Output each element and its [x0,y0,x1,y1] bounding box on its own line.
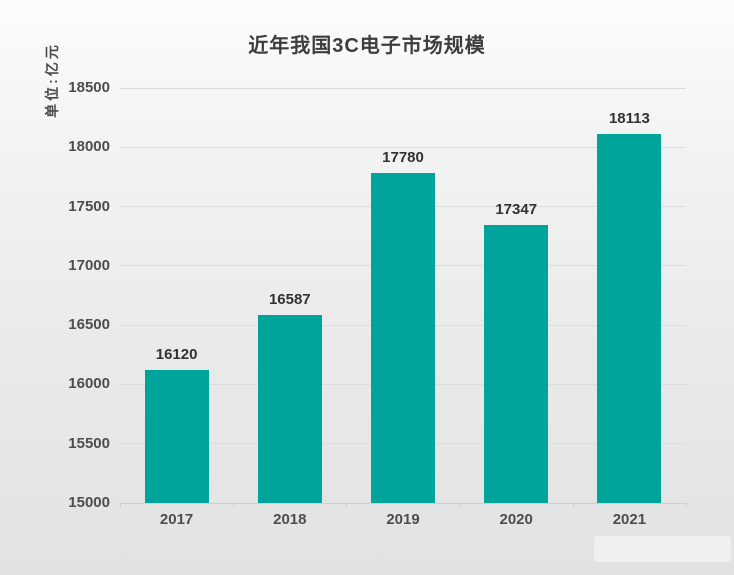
bar [597,133,662,503]
y-axis-tick-label: 16000 [68,375,110,393]
bar [144,370,209,503]
axis-tick [572,503,574,508]
bar [257,314,322,503]
y-axis-tick-label: 18000 [68,138,110,156]
y-axis-tick-label: 15500 [68,434,110,452]
axis-tick [233,503,235,508]
bar-value-label: 17347 [495,200,538,218]
chart-title: 近年我国3C电子市场规模 [248,35,486,57]
gridline [120,87,686,89]
axis-tick [686,503,687,508]
x-axis-tick-label: 2019 [386,511,420,528]
y-axis-tick-label: 15000 [68,494,110,511]
y-axis-tick-label: 18500 [68,79,110,96]
x-axis-tick-label: 2021 [612,511,647,528]
bar-value-label: 17780 [382,149,424,167]
watermark-box [594,536,731,562]
x-axis-tick-label: 2020 [499,511,533,528]
bar-value-label: 18113 [608,109,650,127]
y-axis-tick-label: 16500 [68,316,110,334]
axis-tick [120,503,121,508]
y-axis-tick-label: 17000 [68,256,110,274]
axis-tick [459,503,461,508]
y-axis-tick-label: 17500 [68,197,110,215]
axis-tick [346,503,348,508]
x-axis-tick-label: 2017 [159,511,194,528]
bar [484,224,549,503]
bar [371,173,435,503]
x-axis-line [120,502,686,504]
gridline [120,146,686,148]
x-axis-tick-label: 2018 [273,511,307,528]
bar-value-label: 16120 [155,346,198,364]
bar-value-label: 16587 [268,290,311,308]
